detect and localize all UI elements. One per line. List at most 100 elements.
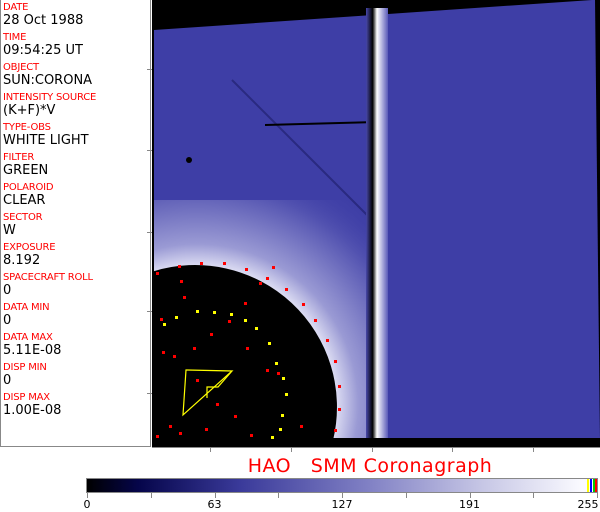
field-value: SUN:CORONA (3, 73, 93, 88)
colorbar-tick-label: 191 (459, 498, 480, 511)
colorbar-swatch-yellow (587, 479, 589, 492)
red-marker (228, 320, 231, 323)
colorbar-tick (150, 493, 152, 498)
header-field-object: OBJECT SUN:CORONA (3, 62, 150, 88)
axis-tick (147, 393, 152, 394)
header-field-data-min: DATA MIN 0 (3, 302, 150, 328)
field-label: DISP MIN (3, 362, 47, 373)
header-info-panel: DATE 28 Oct 1988 TIME 09:54:25 UT OBJECT SUN:… (0, 0, 151, 447)
red-marker (162, 351, 165, 354)
yellow-marker (163, 323, 166, 326)
yellow-outline (182, 369, 234, 417)
field-label: FILTER (3, 152, 35, 163)
yellow-marker (285, 393, 288, 396)
axis-tick (533, 447, 534, 452)
field-value: W (3, 223, 16, 238)
red-marker (216, 403, 219, 406)
header-field-exposure: EXPOSURE 8.192 (3, 242, 150, 268)
red-marker (334, 360, 337, 363)
axis-tick (291, 447, 292, 452)
red-marker (210, 333, 213, 336)
field-value: 0 (3, 373, 12, 388)
header-field-filter: FILTER GREEN (3, 152, 150, 178)
grid-markers (156, 262, 341, 439)
yellow-marker (279, 428, 282, 431)
red-marker (244, 302, 247, 305)
red-marker (259, 282, 262, 285)
field-label: POLAROID (3, 182, 54, 193)
red-marker (234, 415, 237, 418)
coronagraph-image (152, 0, 600, 447)
red-marker (338, 408, 341, 411)
colorbar-tick (87, 493, 88, 498)
field-value: (K+F)*V (3, 103, 56, 118)
field-label: EXPOSURE (3, 242, 56, 253)
axis-tick (147, 232, 152, 233)
header-field-sector: SECTOR W (3, 212, 150, 238)
red-marker (277, 372, 280, 375)
header-field-polaroid: POLAROID CLEAR (3, 182, 150, 208)
red-marker (156, 272, 159, 275)
red-marker (250, 434, 253, 437)
field-label: DISP MAX (3, 392, 50, 403)
field-value: WHITE LIGHT (3, 133, 89, 148)
header-field-spacecraft-roll: SPACECRAFT ROLL 0 (3, 272, 150, 298)
field-label: DATE (3, 2, 29, 13)
yellow-marker (282, 377, 285, 380)
field-value: 8.192 (3, 253, 41, 268)
colorbar-tick (533, 493, 535, 498)
colorbar-swatch-green (593, 479, 595, 492)
red-marker (179, 432, 182, 435)
yellow-marker (175, 316, 178, 319)
yellow-marker (271, 436, 274, 439)
header-field-time: TIME 09:54:25 UT (3, 32, 150, 58)
axis-tick (147, 150, 152, 151)
red-marker (223, 262, 226, 265)
field-value: 0 (3, 313, 12, 328)
occulter-pylon (366, 8, 388, 440)
red-marker (266, 369, 269, 372)
red-marker (196, 379, 199, 382)
yellow-marker (275, 362, 278, 365)
colorbar-tick (469, 493, 471, 498)
image-bottom-strip (152, 438, 600, 447)
diagonal-streak (231, 79, 375, 223)
field-label: INTENSITY SOURCE (3, 92, 97, 103)
red-marker (245, 268, 248, 271)
red-marker (246, 347, 249, 350)
red-marker (173, 355, 176, 358)
red-marker (272, 266, 275, 269)
colorbar-swatch-blue (590, 479, 592, 492)
red-marker (200, 262, 203, 265)
red-marker (178, 265, 181, 268)
field-label: TYPE-OBS (3, 122, 51, 133)
field-label: OBJECT (3, 62, 39, 73)
colorbar-swatch-red (595, 479, 597, 492)
field-label: SECTOR (3, 212, 43, 223)
header-field-disp-min: DISP MIN 0 (3, 362, 150, 388)
horizontal-streak (264, 121, 378, 126)
field-label: DATA MAX (3, 332, 53, 343)
red-marker (180, 280, 183, 283)
field-value: 0 (3, 283, 12, 298)
header-field-intensity-source: INTENSITY SOURCE (K+F)*V (3, 92, 150, 118)
yellow-marker (213, 311, 216, 314)
colorbar-tick-label: 255 (577, 498, 599, 511)
dark-spot (186, 157, 192, 163)
red-marker (156, 435, 159, 438)
header-field-disp-max: DISP MAX 1.00E-08 (3, 392, 150, 418)
field-value: 09:54:25 UT (3, 43, 83, 58)
red-marker (205, 428, 208, 431)
red-marker (338, 385, 341, 388)
red-marker (300, 425, 303, 428)
red-marker (266, 277, 269, 280)
red-marker (334, 429, 337, 432)
yellow-marker (196, 310, 199, 313)
axis-tick (372, 447, 373, 452)
red-marker (326, 339, 329, 342)
yellow-outline-inner (206, 370, 233, 398)
field-value: CLEAR (3, 193, 46, 208)
red-marker (302, 303, 305, 306)
yellow-marker (255, 327, 258, 330)
yellow-marker (230, 313, 233, 316)
